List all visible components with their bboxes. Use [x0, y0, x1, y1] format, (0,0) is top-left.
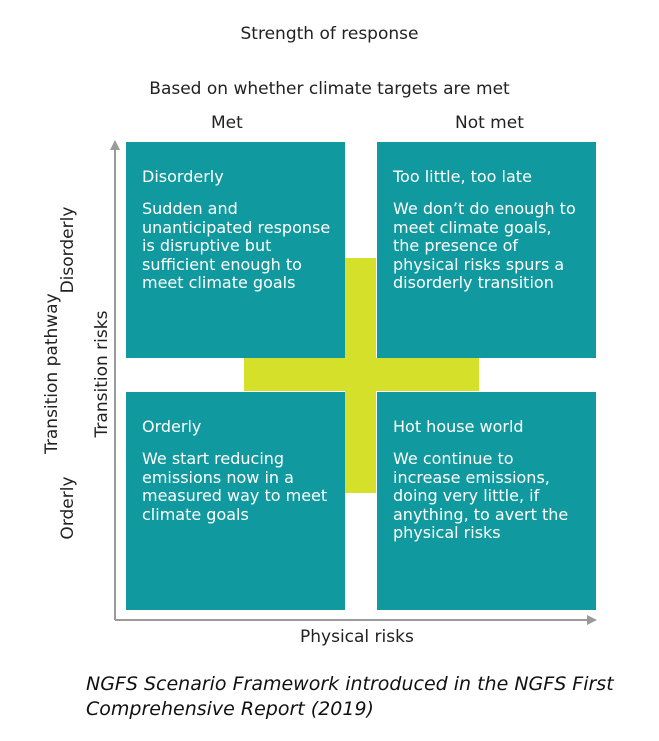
quadrant-title: Orderly: [142, 417, 202, 436]
quadrant-hot-house-world: Hot house world We continue to increase …: [377, 392, 596, 610]
quadrant-disorderly: Disorderly Sudden and unanticipated resp…: [126, 142, 345, 358]
quadrant-orderly: Orderly We start reducing emissions now …: [126, 392, 345, 610]
quadrant-title: Disorderly: [142, 167, 224, 186]
transition-risks-label: Transition risks: [92, 310, 112, 438]
quadrant-description: Sudden and unanticipated response is dis…: [142, 199, 331, 292]
caption-line-2: Comprehensive Report (2019): [86, 697, 374, 720]
quadrant-title: Too little, too late: [393, 167, 532, 186]
quadrant-description: We continue to increase emissions, doing…: [393, 449, 569, 542]
quadrant-description: We start reducing emissions now in a mea…: [142, 449, 328, 524]
cross-horizontal-bar: [244, 358, 479, 391]
quadrant-too-little-too-late: Too little, too late We don’t do enough …: [377, 142, 596, 358]
diagram-subtitle: Based on whether climate targets are met: [149, 79, 510, 99]
quadrant-description: We don’t do enough to meet climate goals…: [393, 199, 576, 292]
row-label-orderly: Orderly: [58, 476, 78, 540]
diagram-title: Strength of response: [240, 24, 419, 44]
physical-risks-label: Physical risks: [300, 627, 414, 647]
caption-line-1: NGFS Scenario Framework introduced in th…: [86, 673, 614, 695]
quadrant-title: Hot house world: [393, 417, 524, 436]
column-label-not-met: Not met: [455, 113, 524, 133]
transition-pathway-label: Transition pathway: [42, 293, 62, 454]
figure-caption: NGFS Scenario Framework introduced in th…: [86, 672, 614, 721]
column-label-met: Met: [211, 113, 243, 133]
row-label-disorderly: Disorderly: [58, 206, 78, 294]
